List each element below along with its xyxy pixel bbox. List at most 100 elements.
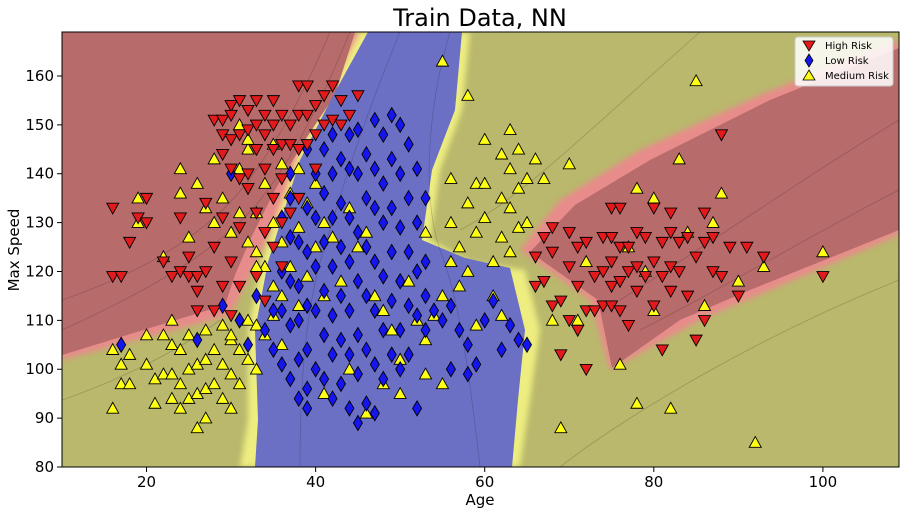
point-low-risk	[403, 297, 414, 315]
point-medium-risk	[156, 328, 171, 341]
point-high-risk	[114, 271, 128, 284]
point-medium-risk	[537, 171, 551, 184]
point-high-risk	[537, 276, 551, 289]
point-high-risk	[224, 109, 238, 123]
point-medium-risk	[503, 122, 517, 136]
point-high-risk	[528, 280, 543, 294]
point-medium-risk	[317, 215, 331, 228]
point-low-risk	[361, 145, 372, 163]
point-low-risk	[319, 326, 330, 344]
point-low-risk	[276, 302, 287, 319]
point-low-risk	[302, 399, 313, 417]
point-medium-risk	[122, 347, 137, 360]
point-low-risk	[319, 140, 330, 158]
point-low-risk	[420, 321, 431, 339]
point-high-risk	[275, 261, 289, 274]
point-high-risk	[291, 109, 306, 123]
point-low-risk	[488, 292, 499, 310]
point-low-risk	[496, 341, 507, 359]
point-low-risk	[327, 307, 338, 324]
point-low-risk	[310, 360, 321, 378]
point-medium-risk	[148, 396, 162, 409]
point-low-risk	[386, 199, 397, 217]
point-medium-risk	[207, 152, 221, 165]
point-high-risk	[258, 163, 272, 176]
point-high-risk	[621, 266, 636, 279]
point-medium-risk	[452, 240, 467, 253]
point-high-risk	[562, 261, 577, 274]
point-medium-risk	[207, 215, 221, 228]
point-low-risk	[420, 253, 431, 271]
point-medium-risk	[207, 376, 221, 390]
legend-marker-low	[804, 53, 814, 68]
point-low-risk	[361, 238, 372, 256]
point-high-risk	[224, 163, 238, 176]
point-high-risk	[275, 173, 289, 186]
point-low-risk	[293, 351, 304, 368]
point-high-risk	[613, 305, 627, 318]
point-high-risk	[570, 241, 585, 254]
point-low-risk	[352, 165, 363, 183]
point-medium-risk	[275, 337, 289, 351]
chart-title: Train Data, NN	[392, 4, 567, 32]
point-high-risk	[139, 217, 154, 230]
point-low-risk	[378, 268, 389, 285]
point-medium-risk	[503, 201, 517, 214]
point-medium-risk	[503, 245, 517, 258]
point-medium-risk	[435, 54, 450, 67]
point-low-risk	[395, 272, 406, 290]
point-medium-risk	[131, 191, 145, 204]
point-high-risk	[308, 129, 323, 142]
point-high-risk	[275, 217, 289, 230]
point-low-risk	[192, 331, 203, 349]
point-high-risk	[291, 144, 306, 157]
point-medium-risk	[444, 254, 458, 267]
point-high-risk	[241, 104, 255, 118]
point-medium-risk	[114, 357, 128, 370]
point-high-risk	[122, 236, 137, 250]
point-medium-risk	[249, 362, 264, 375]
point-high-risk	[156, 256, 171, 269]
point-medium-risk	[393, 386, 407, 399]
point-low-risk	[412, 307, 423, 324]
point-low-risk	[344, 253, 355, 271]
point-high-risk	[215, 280, 230, 294]
point-high-risk	[672, 236, 686, 250]
point-low-risk	[378, 321, 389, 339]
point-medium-risk	[384, 323, 399, 336]
point-low-risk	[369, 404, 380, 422]
point-medium-risk	[173, 401, 188, 414]
point-high-risk	[308, 100, 323, 113]
x-tick-label: 60	[475, 473, 494, 491]
x-axis-label: Age	[465, 491, 494, 509]
y-tick-label: 130	[25, 214, 54, 232]
point-low-risk	[386, 292, 397, 310]
legend: High Risk Low Risk Medium Risk	[794, 36, 894, 87]
point-medium-risk	[190, 420, 205, 434]
point-medium-risk	[714, 186, 729, 199]
point-high-risk	[291, 80, 306, 93]
point-high-risk	[232, 95, 247, 108]
point-medium-risk	[165, 313, 179, 326]
point-high-risk	[570, 324, 585, 338]
point-high-risk	[579, 363, 593, 377]
point-high-risk	[190, 285, 205, 298]
point-medium-risk	[258, 176, 272, 189]
point-medium-risk	[198, 323, 213, 336]
point-high-risk	[579, 305, 593, 318]
point-medium-risk	[165, 367, 179, 380]
point-low-risk	[302, 243, 313, 261]
point-high-risk	[224, 310, 238, 323]
point-high-risk	[545, 222, 560, 235]
point-low-risk	[319, 282, 330, 300]
point-low-risk	[352, 365, 363, 383]
point-medium-risk	[173, 342, 188, 355]
point-medium-risk	[477, 210, 492, 223]
point-high-risk	[249, 144, 264, 157]
point-high-risk	[258, 295, 272, 308]
point-medium-risk	[444, 171, 458, 184]
point-low-risk	[369, 111, 380, 129]
point-medium-risk	[241, 132, 255, 145]
point-medium-risk	[562, 157, 577, 170]
point-low-risk	[302, 199, 313, 217]
